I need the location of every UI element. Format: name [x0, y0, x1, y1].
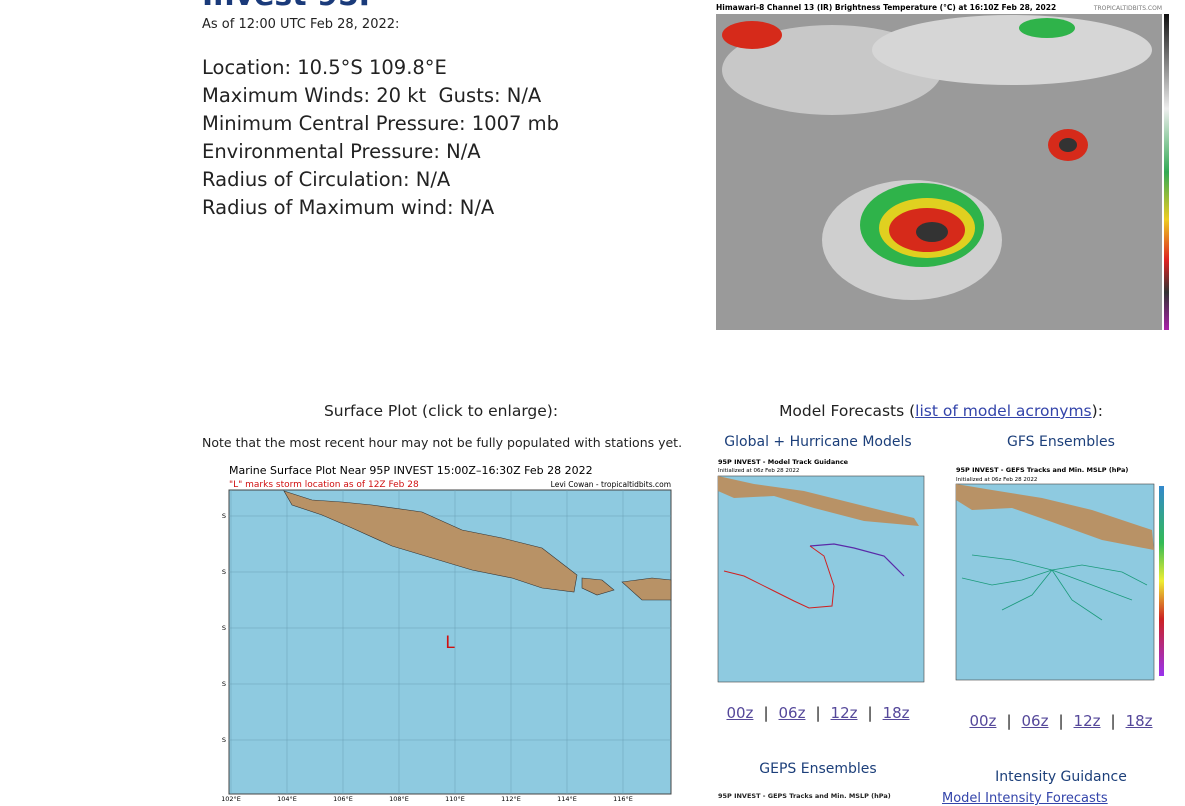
acronyms-link[interactable]: list of model acronyms [915, 402, 1092, 420]
separator: | [1058, 712, 1064, 730]
stat-line: Location: 10.5°S 109.8°E [202, 56, 447, 79]
lon-label: 110°E [445, 795, 465, 802]
lat-label: 12°S [222, 680, 226, 688]
section-title: Global + Hurricane Models [724, 434, 912, 450]
stat-line: Radius of Circulation: N/A [202, 168, 451, 191]
models-heading-post: ): [1091, 402, 1103, 420]
gefs-image[interactable]: 95P INVEST - GEFS Tracks and Min. MSLP (… [952, 460, 1170, 692]
satellite-title: Himawari-8 Channel 13 (IR) Brightness Te… [716, 3, 1056, 12]
lat-label: 10°S [222, 624, 226, 632]
stat-line: Environmental Pressure: N/A [202, 140, 481, 163]
image-title: 95P INVEST - GEFS Tracks and Min. MSLP (… [956, 466, 1128, 474]
surface-credit: Levi Cowan - tropicaltidbits.com [551, 480, 671, 489]
separator: | [867, 704, 873, 722]
separator: | [1006, 712, 1012, 730]
stat-line: Minimum Central Pressure: 1007 mb [202, 112, 559, 135]
separator: | [815, 704, 821, 722]
lon-label: 116°E [613, 795, 633, 802]
lon-label: 102°E [222, 795, 241, 802]
image-title: 95P INVEST - Model Track Guidance [718, 458, 849, 466]
run-link[interactable]: 12z [1073, 712, 1101, 730]
surface-heading: Surface Plot (click to enlarge): [323, 402, 559, 420]
run-links: 00z | 06z | 12z | 18z [961, 712, 1161, 730]
storm-marker: L [445, 633, 455, 653]
run-links: 00z | 06z | 12z | 18z [718, 704, 918, 722]
lon-label: 112°E [501, 795, 521, 802]
image-subtitle: Initialized at 06z Feb 28 2022 [718, 468, 799, 474]
separator: | [763, 704, 769, 722]
stat-line: Radius of Maximum wind: N/A [202, 196, 495, 219]
lon-label: 108°E [389, 795, 409, 802]
section-title: Intensity Guidance [995, 769, 1127, 785]
models-heading: Model Forecasts (list of model acronyms)… [741, 402, 1141, 420]
intensity-link[interactable]: Model Intensity Forecasts [942, 791, 1108, 806]
lat-label: 14°S [222, 736, 226, 744]
section-title: GFS Ensembles [1007, 434, 1115, 450]
separator: | [1110, 712, 1116, 730]
stat-line: Maximum Winds: 20 kt Gusts: N/A [202, 84, 542, 107]
lon-label: 106°E [333, 795, 353, 802]
models-heading-pre: Model Forecasts ( [779, 402, 916, 420]
lon-label: 114°E [557, 795, 577, 802]
storm-stats: Location: 10.5°S 109.8°E Maximum Winds: 2… [202, 54, 559, 222]
run-link[interactable]: 00z [969, 712, 997, 730]
lat-label: 8°S [222, 568, 226, 576]
image-title: 95P INVEST - GEPS Tracks and Min. MSLP (… [718, 792, 891, 800]
surface-subtitle: "L" marks storm location as of 12Z Feb 2… [229, 480, 419, 490]
image-subtitle: Initialized at 06z Feb 28 2022 [956, 477, 1037, 483]
satellite-image[interactable]: Himawari-8 Channel 13 (IR) Brightness Te… [712, 0, 1174, 336]
run-link[interactable]: 06z [1021, 712, 1049, 730]
section-title: GEPS Ensembles [759, 761, 877, 777]
run-link[interactable]: 18z [882, 704, 910, 722]
surface-plot[interactable]: 6°S 8°S 10°S 12°S 14°S 102°E 104°E 106°E 108°E 11… [222, 460, 678, 802]
model-track-image[interactable]: 95P INVEST - Model Track Guidance Initia… [714, 456, 928, 692]
run-link[interactable]: 00z [726, 704, 754, 722]
surface-note: Note that the most recent hour may not b… [202, 435, 683, 450]
run-link[interactable]: 18z [1125, 712, 1153, 730]
satellite-credit: TROPICALTIDBITS.COM [1093, 5, 1162, 12]
surface-title: Marine Surface Plot Near 95P INVEST 15:0… [229, 464, 593, 477]
lon-label: 104°E [277, 795, 297, 802]
run-link[interactable]: 06z [778, 704, 806, 722]
storm-title: Invest 95P [202, 0, 381, 13]
as-of: As of 12:00 UTC Feb 28, 2022: [202, 17, 400, 32]
lat-label: 6°S [222, 512, 226, 520]
run-link[interactable]: 12z [830, 704, 858, 722]
